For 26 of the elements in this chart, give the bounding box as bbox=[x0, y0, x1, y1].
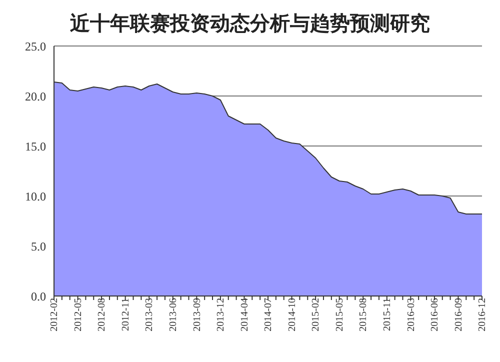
x-tick-label: 2013-06 bbox=[168, 298, 179, 332]
x-tick-label: 2015-08 bbox=[358, 298, 370, 332]
y-tick-label: 5.0 bbox=[31, 239, 46, 254]
x-tick-label: 2015-11 bbox=[382, 298, 393, 331]
y-tick-label: 20.0 bbox=[25, 89, 46, 104]
y-tick-label: 10.0 bbox=[25, 189, 46, 204]
x-tick-label: 2013-09 bbox=[192, 298, 203, 332]
x-tick-label: 2014-04 bbox=[239, 298, 250, 332]
x-tick-label: 2012-08 bbox=[96, 298, 108, 332]
x-tick-label: 2013-03 bbox=[144, 298, 156, 332]
x-tick-label: 2013-12 bbox=[216, 298, 227, 332]
x-tick-label: 2012-11 bbox=[120, 298, 132, 331]
x-tick-label: 2014-07 bbox=[263, 298, 274, 332]
x-tick-label: 2016-12 bbox=[477, 298, 488, 332]
x-tick-label: 2012-05 bbox=[72, 298, 84, 332]
x-tick-label: 2016-06 bbox=[430, 298, 441, 332]
x-tick-label: 2016-03 bbox=[406, 298, 417, 332]
y-tick-label: 25.0 bbox=[25, 39, 46, 54]
x-tick-label: 2012-02 bbox=[49, 298, 60, 332]
y-tick-label: 15.0 bbox=[25, 139, 46, 154]
x-tick-label: 2015-02 bbox=[310, 298, 322, 332]
x-tick-label: 2016-09 bbox=[453, 298, 464, 332]
y-tick-label: 0.0 bbox=[31, 289, 46, 304]
x-tick-label: 2015-05 bbox=[334, 298, 346, 332]
x-tick-label: 2014-10 bbox=[286, 298, 298, 332]
chart-title: 近十年联赛投资动态分析与趋势预测研究 bbox=[69, 10, 431, 37]
